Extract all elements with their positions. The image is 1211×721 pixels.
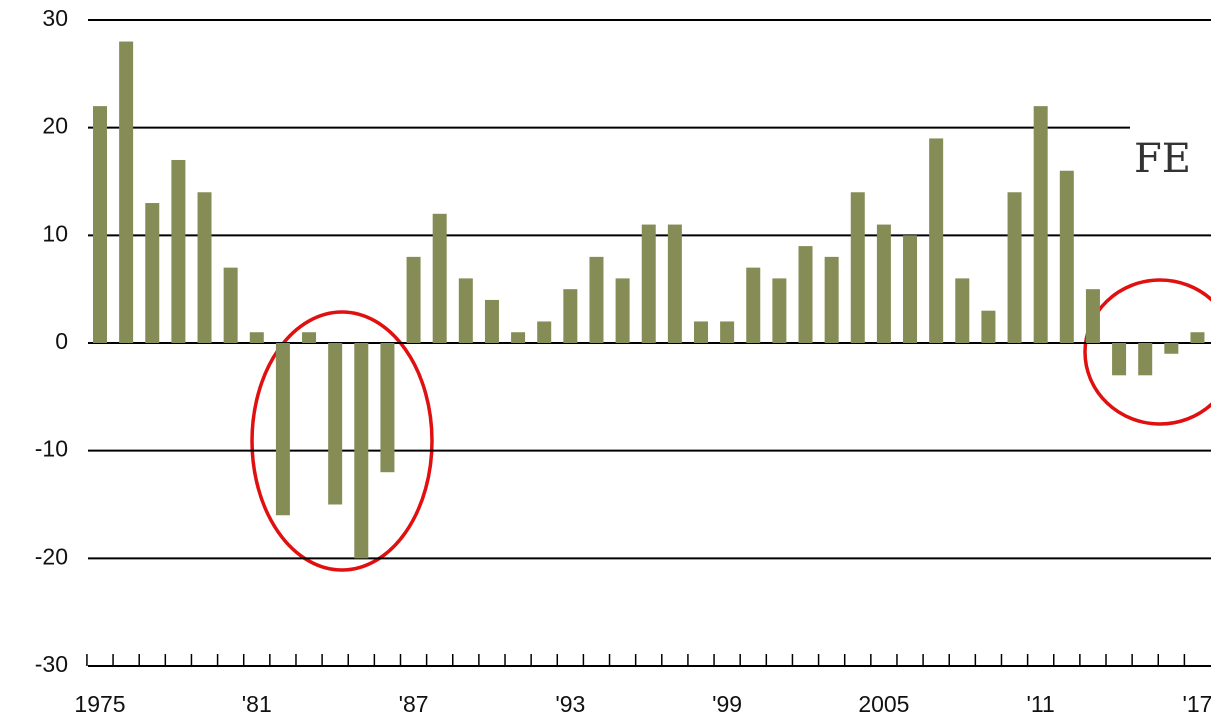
bar bbox=[772, 278, 787, 343]
bar bbox=[1085, 289, 1100, 343]
bar bbox=[275, 343, 290, 516]
bar bbox=[929, 138, 944, 343]
bar bbox=[1033, 106, 1048, 343]
bar bbox=[876, 224, 891, 343]
bar bbox=[981, 310, 996, 343]
bar bbox=[249, 332, 264, 343]
x-tick-label: '17 bbox=[1182, 691, 1211, 717]
bar bbox=[955, 278, 970, 343]
bar bbox=[119, 41, 134, 344]
y-tick-label: 0 bbox=[55, 328, 68, 354]
highlight-ellipse bbox=[250, 310, 434, 572]
bar bbox=[223, 267, 238, 343]
bar bbox=[511, 332, 526, 343]
bar bbox=[432, 213, 447, 343]
bar bbox=[589, 256, 604, 343]
y-tick-label: 20 bbox=[42, 113, 68, 139]
x-tick-label: '87 bbox=[399, 691, 429, 717]
x-tick-label: '93 bbox=[555, 691, 585, 717]
highlight-ellipse bbox=[1083, 278, 1211, 426]
y-tick-label: 10 bbox=[42, 220, 68, 246]
bar bbox=[746, 267, 761, 343]
bar bbox=[537, 321, 552, 343]
bar bbox=[1190, 332, 1205, 343]
annotation: FE bbox=[1134, 136, 1191, 182]
bar bbox=[484, 299, 499, 343]
bar bbox=[93, 106, 107, 343]
bar bbox=[720, 321, 735, 343]
x-tick-label: '99 bbox=[712, 691, 742, 717]
x-tick-label: 1975 bbox=[74, 691, 125, 717]
bar bbox=[328, 343, 343, 505]
bar bbox=[615, 278, 630, 343]
bar bbox=[563, 289, 578, 343]
bar bbox=[798, 246, 813, 343]
bar bbox=[850, 192, 865, 343]
bar bbox=[302, 332, 317, 343]
bar bbox=[406, 256, 421, 343]
bar bbox=[693, 321, 708, 343]
bar bbox=[197, 192, 212, 343]
bar bbox=[354, 343, 369, 559]
y-tick-label: 30 bbox=[42, 5, 68, 31]
bar bbox=[145, 203, 160, 343]
bar bbox=[1059, 170, 1074, 343]
bar bbox=[903, 235, 918, 343]
x-tick-label: '11 bbox=[1027, 691, 1055, 717]
bar bbox=[458, 278, 473, 343]
bar bbox=[1112, 343, 1127, 376]
bar bbox=[667, 224, 682, 343]
bar bbox=[1007, 192, 1022, 343]
bar bbox=[380, 343, 395, 473]
bar bbox=[641, 224, 656, 343]
y-tick-label: -10 bbox=[35, 436, 68, 462]
bar bbox=[1138, 343, 1153, 376]
x-tick-label: '81 bbox=[242, 691, 272, 717]
bar bbox=[1164, 343, 1179, 354]
x-tick-label: 2005 bbox=[858, 691, 909, 717]
bar bbox=[824, 256, 839, 343]
y-tick-label: -20 bbox=[35, 543, 68, 569]
bar bbox=[171, 159, 186, 343]
y-tick-label: -30 bbox=[35, 651, 68, 677]
